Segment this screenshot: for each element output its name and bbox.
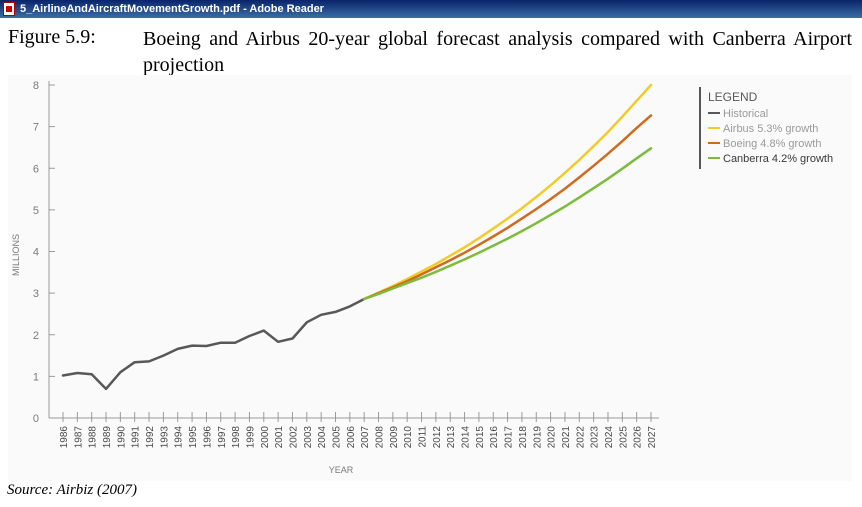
legend-item-0: Historical bbox=[723, 108, 768, 120]
x-tick-label: 2024 bbox=[604, 426, 615, 449]
chart-container: 0 1 2 3 4 5 6 7 8 1986 1987 1988 1989 1990 1991 1992 199… bbox=[8, 75, 852, 481]
x-tick-label: 2014 bbox=[461, 426, 472, 449]
x-tick-label: 2005 bbox=[331, 426, 342, 449]
x-tick-label: 1991 bbox=[131, 426, 142, 449]
window-title: 5_AirlineAndAircraftMovementGrowth.pdf -… bbox=[20, 3, 324, 15]
x-tick-label: 1989 bbox=[102, 426, 113, 449]
x-tick-label: 2021 bbox=[561, 426, 572, 449]
y-tick-label: 2 bbox=[33, 330, 39, 342]
x-tick-label: 2013 bbox=[446, 426, 457, 449]
y-tick-label: 0 bbox=[33, 413, 39, 425]
y-tick-label: 7 bbox=[33, 122, 39, 134]
series-line-0 bbox=[61, 297, 366, 391]
x-tick-label: 2018 bbox=[518, 426, 529, 449]
y-tick-label: 8 bbox=[33, 80, 39, 92]
x-tick-label: 2009 bbox=[389, 426, 400, 449]
x-tick-label: 1992 bbox=[145, 426, 156, 449]
x-tick-label: 2019 bbox=[532, 426, 543, 449]
x-tick-label: 1998 bbox=[231, 426, 242, 449]
x-tick-label: 2011 bbox=[418, 426, 429, 448]
legend-item-1: Airbus 5.3% growth bbox=[723, 123, 818, 135]
x-tick-label: 2010 bbox=[403, 426, 414, 449]
x-tick-label: 2006 bbox=[346, 426, 357, 449]
y-tick-label: 4 bbox=[33, 247, 39, 259]
y-tick-label: 3 bbox=[33, 288, 39, 300]
x-tick-label: 2008 bbox=[375, 426, 386, 449]
pdf-file-icon bbox=[3, 2, 15, 16]
x-tick-label: 1988 bbox=[88, 426, 99, 449]
x-tick-label: 1996 bbox=[202, 426, 213, 449]
x-axis-title: YEAR bbox=[329, 465, 354, 475]
figure-source: Source: Airbiz (2007) bbox=[7, 482, 137, 498]
x-tick-label: 1987 bbox=[73, 426, 84, 449]
x-tick-label: 2015 bbox=[475, 426, 486, 449]
x-tick-label: 2000 bbox=[260, 426, 271, 449]
legend-item-3: Canberra 4.2% growth bbox=[723, 153, 833, 165]
x-tick-label: 2003 bbox=[303, 426, 314, 449]
y-tick-label: 5 bbox=[33, 205, 39, 217]
x-tick-label: 1995 bbox=[188, 426, 199, 449]
series-line-3 bbox=[362, 147, 653, 301]
document-page[interactable]: Figure 5.9: Boeing and Airbus 20-year gl… bbox=[0, 18, 862, 507]
legend-title: LEGEND bbox=[708, 90, 758, 104]
x-tick-label: 1986 bbox=[59, 426, 70, 449]
x-tick-label: 2023 bbox=[590, 426, 601, 449]
x-tick-label: 2012 bbox=[432, 426, 443, 449]
y-tick-label: 6 bbox=[33, 163, 39, 175]
x-tick-label: 2020 bbox=[547, 426, 558, 449]
x-tick-label: 1999 bbox=[245, 426, 256, 449]
y-tick-label: 1 bbox=[33, 371, 39, 383]
x-tick-label: 2016 bbox=[489, 426, 500, 449]
y-axis-title: MILLIONS bbox=[11, 234, 21, 276]
x-tick-label: 2026 bbox=[633, 426, 644, 449]
x-tick-label: 2027 bbox=[647, 426, 658, 449]
x-tick-label: 1993 bbox=[159, 426, 170, 449]
x-tick-label: 2017 bbox=[504, 426, 515, 449]
x-tick-label: 1990 bbox=[116, 426, 127, 449]
figure-title: Boeing and Airbus 20-year global forecas… bbox=[143, 28, 852, 76]
x-tick-label: 2004 bbox=[317, 426, 328, 449]
figure-label: Figure 5.9: bbox=[8, 26, 96, 48]
x-tick-label: 2007 bbox=[360, 426, 371, 449]
series-line-2 bbox=[362, 114, 653, 301]
x-tick-label: 1997 bbox=[217, 426, 228, 449]
window-titlebar[interactable]: 5_AirlineAndAircraftMovementGrowth.pdf -… bbox=[0, 0, 862, 18]
x-tick-label: 1994 bbox=[174, 426, 185, 449]
x-tick-label: 2022 bbox=[575, 426, 586, 449]
x-tick-label: 2002 bbox=[288, 426, 299, 449]
x-tick-label: 2025 bbox=[618, 426, 629, 449]
series-line-1 bbox=[362, 83, 653, 301]
legend-item-2: Boeing 4.8% growth bbox=[723, 138, 821, 150]
x-tick-label: 2001 bbox=[274, 426, 285, 449]
